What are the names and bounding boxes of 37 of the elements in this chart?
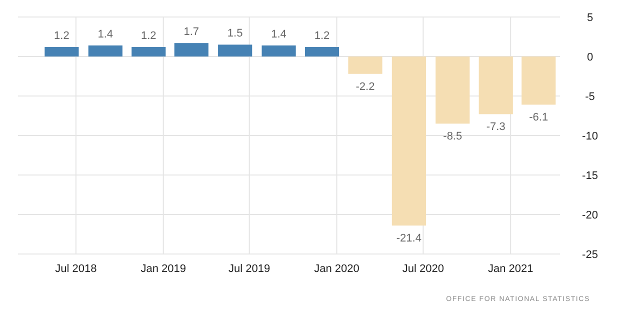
bar [436, 56, 470, 124]
data-label: 1.4 [271, 28, 286, 40]
data-label: -2.2 [356, 80, 375, 93]
data-label: 1.4 [98, 28, 114, 40]
bar [262, 45, 296, 56]
y-tick-label: -25 [582, 249, 598, 261]
data-label: -8.5 [443, 130, 462, 143]
bar [218, 44, 252, 56]
bar [478, 56, 513, 114]
data-label: -6.1 [529, 112, 548, 124]
y-tick-label: 0 [586, 52, 594, 64]
y-tick-label: -20 [582, 210, 598, 222]
bar [304, 47, 340, 56]
y-tick-label: -10 [582, 130, 598, 142]
y-tick-label: 5 [586, 12, 594, 24]
bar [174, 43, 208, 56]
data-label: 1.2 [54, 30, 70, 42]
data-label: 1.2 [314, 30, 330, 42]
y-tick-label: -15 [582, 170, 598, 182]
bar [44, 47, 79, 56]
data-label: -7.3 [486, 121, 506, 134]
bar [348, 56, 382, 74]
data-label: -21.4 [396, 232, 422, 245]
data-label: 1.2 [140, 30, 156, 42]
data-label: 1.7 [184, 26, 200, 38]
bar [132, 47, 166, 56]
x-tick-label: Jan 2020 [314, 263, 360, 275]
bar [522, 56, 556, 105]
x-tick-label: Jul 2018 [55, 263, 97, 275]
x-tick-label: Jan 2021 [488, 263, 534, 275]
data-label: 1.5 [227, 28, 243, 40]
x-tick-label: Jan 2019 [140, 263, 186, 275]
bar [88, 45, 122, 56]
x-tick-label: Jul 2019 [228, 263, 270, 275]
bar [392, 56, 426, 226]
x-tick-label: Jul 2020 [402, 263, 444, 275]
y-tick-label: -5 [585, 91, 595, 103]
